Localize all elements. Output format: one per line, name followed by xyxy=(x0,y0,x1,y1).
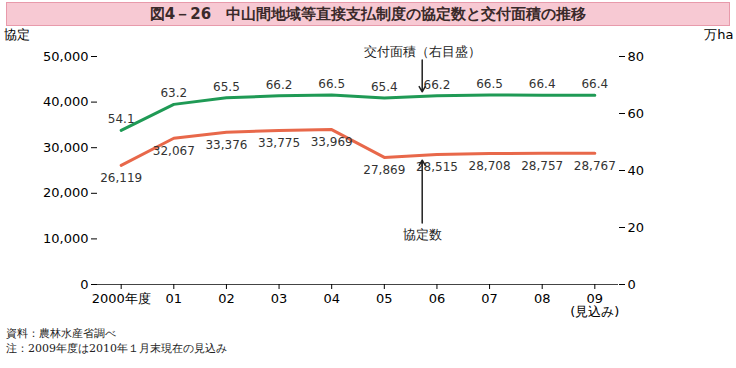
svg-text:0: 0 xyxy=(628,277,636,292)
svg-text:07: 07 xyxy=(481,291,498,306)
svg-text:66.4: 66.4 xyxy=(581,77,608,91)
svg-text:54.1: 54.1 xyxy=(108,112,135,126)
svg-text:2000年度: 2000年度 xyxy=(92,291,151,306)
svg-text:80: 80 xyxy=(628,49,645,64)
svg-text:28,757: 28,757 xyxy=(521,159,563,173)
svg-text:60: 60 xyxy=(628,106,645,121)
svg-text:66.4: 66.4 xyxy=(529,77,556,91)
svg-text:66.2: 66.2 xyxy=(424,78,451,92)
svg-text:28,767: 28,767 xyxy=(574,159,616,173)
svg-text:28,708: 28,708 xyxy=(469,159,511,173)
svg-text:08: 08 xyxy=(534,291,551,306)
svg-text:66.5: 66.5 xyxy=(476,77,503,91)
svg-text:20,000: 20,000 xyxy=(43,185,89,200)
svg-text:65.4: 65.4 xyxy=(371,80,398,94)
svg-text:40,000: 40,000 xyxy=(43,94,89,109)
svg-text:66.2: 66.2 xyxy=(266,78,293,92)
svg-text:02: 02 xyxy=(218,291,235,306)
html-text:図4－26 中山間地域等直接支払制度の協定数と交付面積の推移: 図4－26 中山間地域等直接支払制度の協定数と交付面積の推移 xyxy=(149,5,587,23)
svg-text:万ha: 万ha xyxy=(704,27,733,42)
svg-text:協定: 協定 xyxy=(4,27,30,42)
svg-text:40: 40 xyxy=(628,163,645,178)
svg-text:協定数: 協定数 xyxy=(403,227,442,242)
svg-text:50,000: 50,000 xyxy=(43,49,89,64)
svg-text:20: 20 xyxy=(628,220,645,235)
svg-text:26,119: 26,119 xyxy=(100,171,142,185)
svg-text:0: 0 xyxy=(80,277,88,292)
svg-text:06: 06 xyxy=(429,291,446,306)
svg-text:10,000: 10,000 xyxy=(43,231,89,246)
svg-text:27,869: 27,869 xyxy=(363,163,405,177)
svg-text:30,000: 30,000 xyxy=(43,140,89,155)
svg-text:33,376: 33,376 xyxy=(205,138,247,152)
svg-text:32,067: 32,067 xyxy=(153,144,195,158)
html-text:資料：農林水産省調べ: 資料：農林水産省調べ xyxy=(6,327,116,340)
svg-text:28,515: 28,515 xyxy=(415,160,458,175)
svg-text:33,775: 33,775 xyxy=(258,136,300,150)
svg-text:63.2: 63.2 xyxy=(160,86,187,100)
svg-text:05: 05 xyxy=(376,291,393,306)
svg-text:09(見込み): 09(見込み) xyxy=(570,291,619,319)
svg-text:01: 01 xyxy=(166,291,183,306)
svg-text:交付面積（右目盛）: 交付面積（右目盛） xyxy=(364,44,481,59)
svg-text:66.5: 66.5 xyxy=(318,77,345,91)
html-text:注：2009年度は2010年１月末現在の見込み: 注：2009年度は2010年１月末現在の見込み xyxy=(6,342,227,355)
svg-text:03: 03 xyxy=(271,291,288,306)
svg-text:33,969: 33,969 xyxy=(311,135,353,149)
svg-text:04: 04 xyxy=(323,291,340,306)
svg-text:65.5: 65.5 xyxy=(213,80,240,94)
